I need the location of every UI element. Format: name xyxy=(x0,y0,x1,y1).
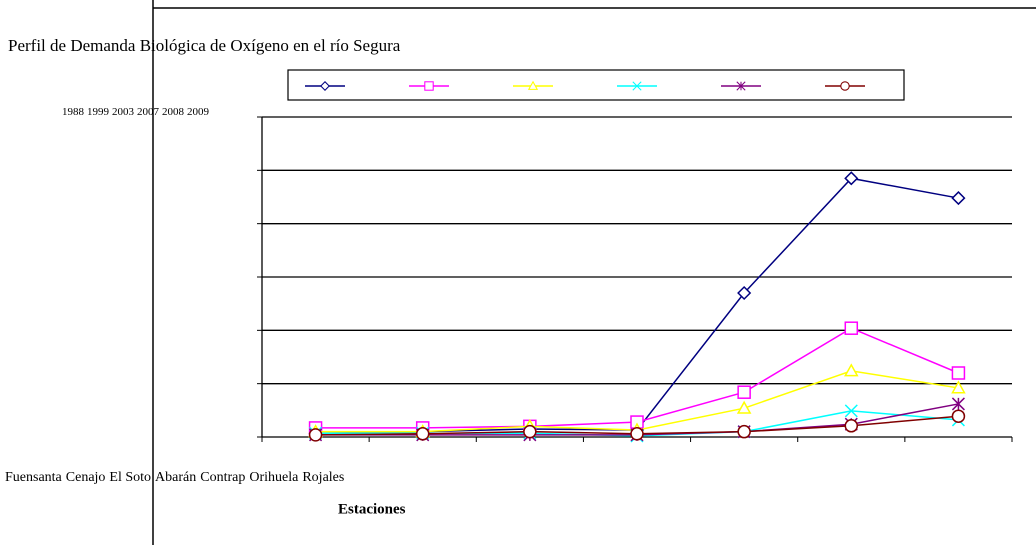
chart-title: Perfil de Demanda Biológica de Oxígeno e… xyxy=(8,36,401,55)
x-axis-label: Estaciones xyxy=(338,501,406,517)
legend-label: 2009 xyxy=(187,106,210,118)
marker xyxy=(630,427,644,441)
legend-box xyxy=(287,69,905,101)
x-tick-label: Abarán xyxy=(155,470,196,485)
x-tick-label: Fuensanta xyxy=(5,470,63,485)
x-tick-label: Contrap xyxy=(200,470,245,485)
marker xyxy=(951,366,966,380)
marker xyxy=(527,80,539,90)
marker xyxy=(951,409,966,423)
marker xyxy=(424,81,434,91)
x-tick-label: El Soto xyxy=(109,470,151,485)
legend-label: 2003 xyxy=(112,106,135,118)
marker xyxy=(737,385,751,399)
legend-names: 1988 1999 2003 2007 2008 2009 xyxy=(62,106,210,118)
marker xyxy=(951,380,966,394)
marker xyxy=(308,428,323,442)
marker xyxy=(320,81,330,91)
marker xyxy=(840,81,850,91)
x-tick-label: Cenajo xyxy=(66,470,106,485)
marker xyxy=(844,171,859,186)
marker xyxy=(844,419,859,433)
marker xyxy=(736,81,746,91)
series-line xyxy=(315,327,959,429)
marker xyxy=(844,363,859,377)
legend-label: 2008 xyxy=(162,106,185,118)
marker xyxy=(951,397,965,411)
x-tick-label: Orihuela xyxy=(249,470,299,485)
marker xyxy=(632,81,642,91)
legend-label: 1988 xyxy=(62,106,85,118)
marker xyxy=(844,404,858,418)
marker xyxy=(844,321,859,335)
marker xyxy=(736,400,752,414)
legend-label: 2007 xyxy=(137,106,160,118)
category-labels: Fuensanta Cenajo El Soto Abarán Contrap Orihu… xyxy=(5,470,344,485)
series-line xyxy=(315,177,959,435)
x-tick-label: Rojales xyxy=(302,470,344,485)
marker xyxy=(951,191,966,206)
marker xyxy=(737,285,752,301)
marker xyxy=(523,424,537,439)
marker xyxy=(415,427,430,441)
marker xyxy=(737,424,751,439)
legend-label: 1999 xyxy=(87,106,110,118)
